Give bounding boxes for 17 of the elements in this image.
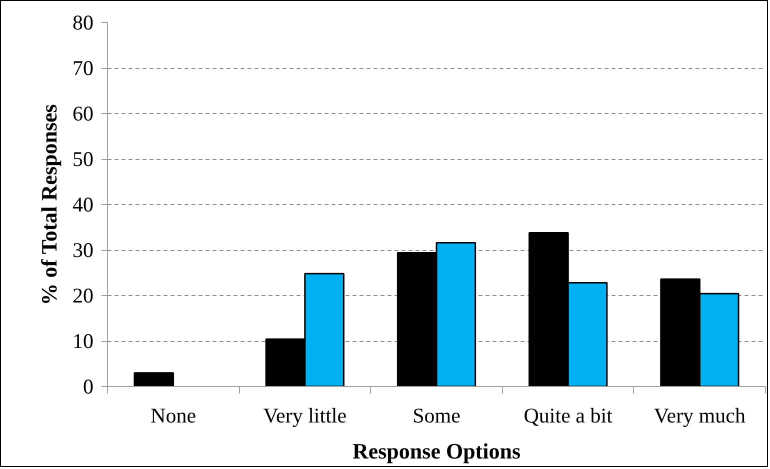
- x-tick-label: Very little: [263, 404, 347, 428]
- y-tick-label: 20: [72, 284, 94, 308]
- y-tick-label: 0: [83, 374, 94, 398]
- y-tick-label: 30: [72, 238, 94, 262]
- y-tick-label: 40: [72, 192, 94, 216]
- y-tick-label: 80: [72, 10, 94, 34]
- x-axis-title: Response Options: [352, 438, 521, 464]
- bar: [134, 372, 174, 386]
- y-tick-label: 70: [72, 56, 94, 80]
- y-tick-label: 60: [72, 102, 94, 126]
- y-axis-title: % of Total Responses: [36, 104, 62, 306]
- x-tick-label: Very much: [654, 404, 746, 428]
- x-tick-label: Quite a bit: [524, 404, 613, 428]
- y-tick-label: 10: [72, 329, 94, 353]
- y-tick-label: 50: [72, 147, 94, 171]
- x-tick-label: Some: [412, 404, 460, 428]
- x-tick-label: None: [150, 404, 196, 428]
